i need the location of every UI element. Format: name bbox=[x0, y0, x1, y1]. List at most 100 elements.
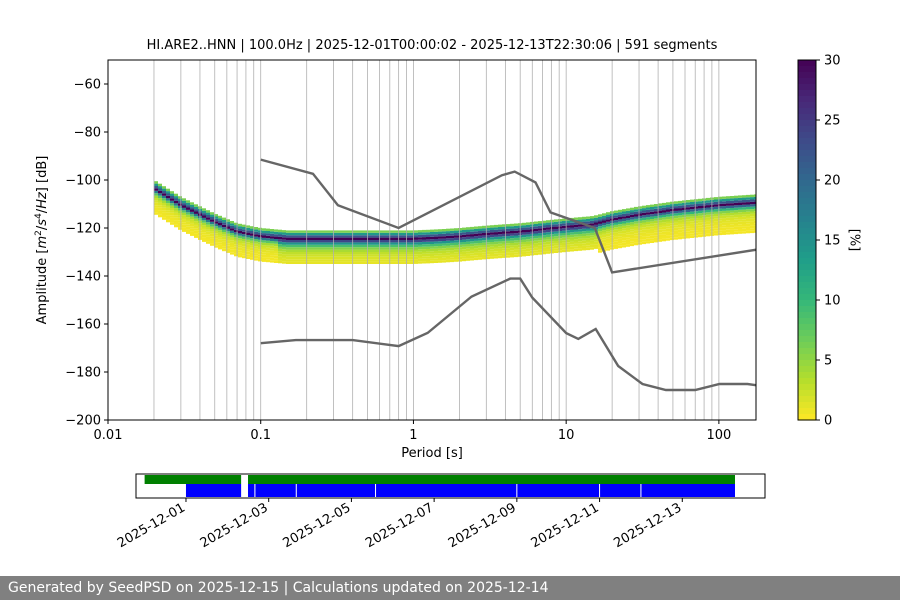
heatmap-cell bbox=[698, 215, 702, 218]
heatmap-cell bbox=[338, 242, 342, 245]
heatmap-cell bbox=[562, 221, 566, 224]
heatmap-cell bbox=[222, 239, 226, 242]
heatmap-cell bbox=[158, 183, 162, 187]
heatmap-cell bbox=[558, 245, 562, 248]
heatmap-cell bbox=[686, 202, 690, 205]
heatmap-cell bbox=[502, 226, 506, 230]
heatmap-cell bbox=[370, 256, 374, 260]
heatmap-cell bbox=[194, 223, 198, 226]
heatmap-cell bbox=[394, 252, 398, 255]
heatmap-cell bbox=[622, 213, 626, 217]
heatmap-cell bbox=[414, 237, 418, 240]
heatmap-cell bbox=[690, 206, 694, 210]
heatmap-cell bbox=[166, 195, 170, 199]
heatmap-cell bbox=[642, 210, 646, 213]
heatmap-cell bbox=[326, 244, 330, 248]
heatmap-cell bbox=[626, 230, 630, 233]
heatmap-cell bbox=[154, 205, 158, 208]
heatmap-cell bbox=[402, 237, 406, 240]
heatmap-cell bbox=[662, 222, 666, 225]
heatmap-cell bbox=[266, 231, 270, 234]
heatmap-cell bbox=[750, 201, 754, 205]
heatmap-cell bbox=[278, 229, 282, 233]
heatmap-cell bbox=[250, 240, 254, 243]
heatmap-cell bbox=[694, 204, 698, 207]
heatmap-cell bbox=[314, 244, 318, 248]
heatmap-cell bbox=[750, 221, 754, 224]
heatmap-cell bbox=[222, 220, 226, 223]
heatmap-cell bbox=[446, 252, 450, 256]
heatmap-cell bbox=[562, 225, 566, 229]
heatmap-cell bbox=[242, 231, 246, 235]
heatmap-cell bbox=[698, 227, 702, 230]
heatmap-cell bbox=[266, 257, 270, 260]
heatmap-cell bbox=[478, 226, 482, 229]
heatmap-cell bbox=[570, 234, 574, 238]
heatmap-cell bbox=[410, 242, 414, 245]
heatmap-cell bbox=[378, 249, 382, 252]
heatmap-cell bbox=[218, 239, 222, 243]
heatmap-cell bbox=[634, 209, 638, 212]
colorbar-step bbox=[798, 336, 816, 343]
heatmap-cell bbox=[582, 221, 586, 224]
heatmap-cell bbox=[682, 231, 686, 234]
heatmap-cell bbox=[314, 240, 318, 243]
colorbar-step bbox=[798, 276, 816, 283]
heatmap-cell bbox=[346, 240, 350, 243]
heatmap-cell bbox=[282, 246, 286, 250]
heatmap-cell bbox=[298, 244, 302, 248]
heatmap-cell bbox=[682, 217, 686, 220]
heatmap-cell bbox=[510, 235, 514, 239]
heatmap-cell bbox=[542, 247, 546, 250]
colorbar-step bbox=[798, 348, 816, 355]
heatmap-cell bbox=[310, 256, 314, 260]
heatmap-cell bbox=[346, 232, 350, 236]
heatmap-cell bbox=[470, 236, 474, 239]
colorbar-tick-label: 25 bbox=[824, 114, 841, 129]
heatmap-cell bbox=[718, 227, 722, 231]
heatmap-cell bbox=[162, 210, 166, 213]
heatmap-cell bbox=[274, 251, 278, 254]
heatmap-cell bbox=[194, 204, 198, 207]
heatmap-cell bbox=[310, 242, 314, 245]
heatmap-cell bbox=[422, 261, 426, 264]
heatmap-cell bbox=[738, 207, 742, 210]
heatmap-cell bbox=[642, 217, 646, 221]
heatmap-cell bbox=[186, 219, 190, 222]
heatmap-cell bbox=[258, 235, 262, 238]
heatmap-cell bbox=[622, 230, 626, 234]
heatmap-cell bbox=[382, 254, 386, 257]
heatmap-cell bbox=[474, 231, 478, 234]
heatmap-cell bbox=[254, 248, 258, 251]
heatmap-cell bbox=[230, 240, 234, 243]
heatmap-cell bbox=[602, 232, 606, 235]
heatmap-cell bbox=[370, 247, 374, 250]
heatmap-cell bbox=[722, 203, 726, 207]
colorbar-tick-label: 5 bbox=[824, 354, 832, 369]
heatmap-cell bbox=[634, 230, 638, 234]
heatmap-cell bbox=[618, 229, 622, 232]
heatmap-cell bbox=[622, 216, 626, 219]
heatmap-cell bbox=[318, 242, 322, 245]
heatmap-cell bbox=[718, 230, 722, 233]
colorbar-step bbox=[798, 330, 816, 337]
heatmap-cell bbox=[718, 215, 722, 219]
heatmap-cell bbox=[306, 252, 310, 255]
heatmap-cell bbox=[690, 202, 694, 205]
heatmap-cell bbox=[302, 240, 306, 243]
heatmap-cell bbox=[574, 231, 578, 235]
heatmap-cell bbox=[674, 206, 678, 209]
heatmap-cell bbox=[402, 235, 406, 238]
heatmap-cell bbox=[686, 219, 690, 222]
heatmap-cell bbox=[550, 219, 554, 223]
heatmap-cell bbox=[190, 219, 194, 222]
heatmap-cell bbox=[586, 228, 590, 231]
heatmap-cell bbox=[426, 258, 430, 261]
heatmap-cell bbox=[554, 241, 558, 244]
heatmap-cell bbox=[534, 240, 538, 244]
heatmap-cell bbox=[622, 223, 626, 226]
heatmap-cell bbox=[558, 226, 562, 229]
heatmap-cell bbox=[646, 236, 650, 239]
heatmap-cell bbox=[362, 237, 366, 240]
heatmap-cell bbox=[270, 257, 274, 261]
